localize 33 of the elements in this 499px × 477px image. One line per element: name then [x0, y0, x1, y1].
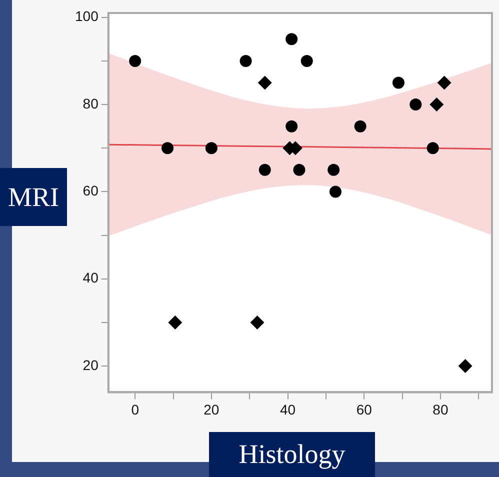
point: [410, 98, 422, 111]
x-tick-label: 80: [432, 401, 448, 418]
point: [426, 142, 439, 154]
point: [258, 164, 271, 176]
point: [293, 164, 306, 176]
x-tick-label: 60: [356, 401, 372, 418]
point: [240, 54, 252, 67]
point: [328, 164, 340, 176]
point: [458, 359, 472, 374]
point: [300, 54, 313, 67]
y-axis-title: MRI: [0, 168, 67, 226]
y-tick-label: 100: [75, 8, 99, 24]
point: [329, 186, 342, 198]
x-tick-label: 20: [204, 401, 220, 418]
y-tick-label: 40: [82, 270, 99, 286]
point: [437, 76, 452, 90]
point: [129, 54, 142, 67]
point: [354, 120, 366, 132]
x-tick-label: 0: [131, 401, 140, 418]
point: [430, 98, 444, 112]
point: [286, 33, 298, 46]
point: [162, 142, 174, 154]
y-tick-label: 20: [82, 356, 99, 373]
x-tick-label: 40: [280, 401, 296, 418]
point: [250, 315, 264, 330]
y-tick-label: 60: [82, 182, 99, 199]
point: [286, 120, 298, 132]
point: [205, 142, 218, 154]
x-axis-title: Histology: [209, 432, 375, 477]
point: [258, 76, 272, 90]
point: [392, 76, 404, 89]
y-tick-label: 80: [82, 95, 99, 112]
point: [168, 315, 182, 330]
